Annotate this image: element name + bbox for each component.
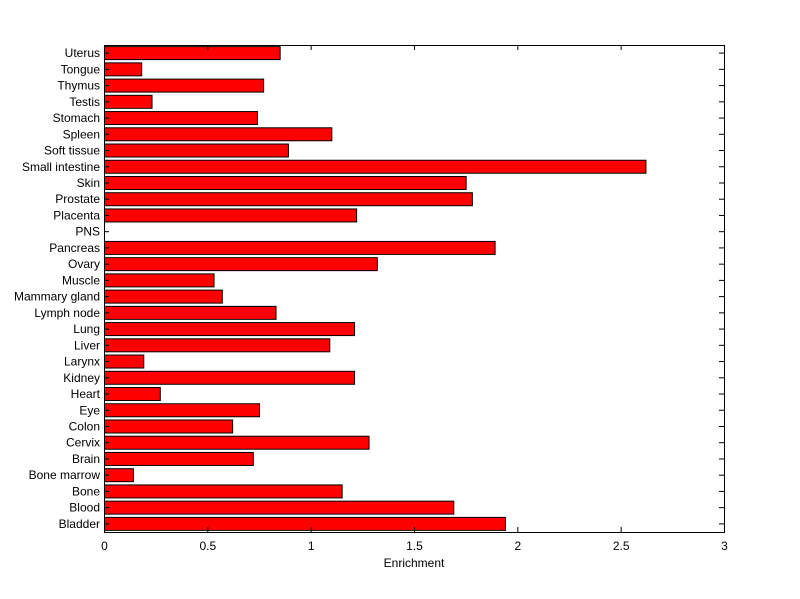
bar-lymph-node — [104, 305, 277, 320]
bar-cervix — [104, 435, 370, 450]
y-tick-label: Testis — [69, 95, 100, 109]
bar-ovary — [104, 257, 378, 272]
y-tick-label: Kidney — [63, 371, 100, 385]
y-tick-label: Cervix — [66, 436, 100, 450]
y-tick-label: Small intestine — [22, 160, 100, 174]
y-tick-label: Blood — [69, 501, 100, 515]
bar-uterus — [104, 46, 281, 61]
y-tick-label: Heart — [71, 387, 101, 401]
x-axis-label: Enrichment — [384, 556, 445, 570]
bar-eye — [104, 403, 260, 418]
y-tick-label: Uterus — [65, 46, 100, 60]
y-tick-label: Pancreas — [49, 241, 100, 255]
bar-spleen — [104, 127, 333, 142]
y-tick-label: Skin — [77, 176, 100, 190]
y-tick-label: Colon — [69, 419, 100, 433]
bar-pancreas — [104, 240, 496, 255]
bar-soft-tissue — [104, 143, 289, 158]
bar-tongue — [104, 62, 143, 77]
bar-thymus — [104, 78, 265, 93]
bar-muscle — [104, 273, 215, 288]
bar-colon — [104, 419, 234, 434]
y-tick-label: Prostate — [55, 192, 100, 206]
y-tick-label: Lymph node — [34, 306, 100, 320]
y-tick-label: Bone marrow — [29, 468, 101, 482]
y-tick-label: Bladder — [59, 517, 100, 531]
plot-frame — [104, 45, 725, 533]
bar-larynx — [104, 354, 145, 369]
y-tick-label: Brain — [72, 452, 100, 466]
x-tick-label: 2.5 — [613, 539, 630, 553]
x-tick-label: 1 — [308, 539, 315, 553]
bar-skin — [104, 175, 467, 190]
bar-bladder — [104, 516, 506, 531]
y-tick-label: Eye — [79, 403, 100, 417]
x-tick-label: 3 — [721, 539, 728, 553]
y-tick-label: PNS — [75, 225, 100, 239]
y-tick-label: Liver — [74, 338, 100, 352]
bar-stomach — [104, 111, 258, 126]
x-tick-label: 2 — [514, 539, 521, 553]
bar-mammary-gland — [104, 289, 223, 304]
bar-blood — [104, 500, 455, 515]
y-tick-label: Bone — [72, 484, 100, 498]
x-tick-label: 1.5 — [406, 539, 423, 553]
bar-liver — [104, 338, 331, 353]
y-tick-label: Mammary gland — [14, 290, 100, 304]
y-tick-label: Thymus — [57, 79, 100, 93]
y-tick-label: Placenta — [53, 208, 100, 222]
bar-brain — [104, 451, 254, 466]
x-tick-label: 0 — [101, 539, 108, 553]
bar-kidney — [104, 370, 356, 385]
bar-testis — [104, 94, 153, 109]
x-tick-label: 0.5 — [199, 539, 216, 553]
y-tick-label: Soft tissue — [44, 144, 100, 158]
y-tick-label: Muscle — [62, 273, 100, 287]
y-tick-label: Lung — [73, 322, 100, 336]
bar-small-intestine — [104, 159, 647, 174]
bar-prostate — [104, 192, 473, 207]
y-tick-label: Spleen — [63, 127, 100, 141]
bar-lung — [104, 322, 356, 337]
y-tick-label: Ovary — [68, 257, 100, 271]
y-tick-label: Larynx — [64, 355, 100, 369]
y-tick-label: Tongue — [61, 62, 101, 76]
bar-bone — [104, 484, 343, 499]
x-ticks-group: 0 0.5 1 1.5 2 2.5 3 — [101, 45, 728, 553]
y-tick-label: Stomach — [53, 111, 100, 125]
bar-heart — [104, 387, 161, 402]
bar-placenta — [104, 208, 358, 223]
